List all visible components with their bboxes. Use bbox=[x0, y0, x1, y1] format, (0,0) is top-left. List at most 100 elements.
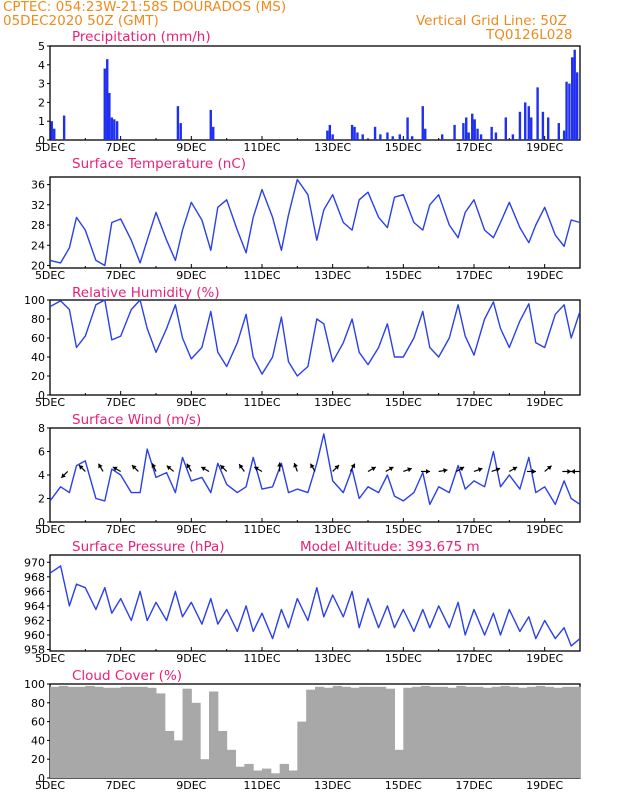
cloud-bar bbox=[58, 685, 69, 778]
cloud-bar bbox=[270, 773, 281, 778]
cloud-bar bbox=[315, 686, 325, 778]
precip-bar bbox=[356, 132, 359, 140]
precip-bar bbox=[473, 119, 476, 140]
wind-arrow-head bbox=[151, 463, 157, 468]
y-tick-label: 2 bbox=[38, 493, 45, 506]
y-tick-label: 40 bbox=[31, 351, 45, 364]
wind-arrow-head bbox=[78, 465, 84, 470]
wind-arrow-head bbox=[334, 465, 340, 470]
cloud-bar bbox=[147, 687, 157, 778]
cloud-bar bbox=[562, 686, 572, 778]
precip-bar bbox=[479, 134, 483, 140]
cloud-bar bbox=[76, 686, 86, 778]
cloud-bar bbox=[156, 693, 166, 778]
precip-bar bbox=[547, 117, 550, 140]
precip-bar bbox=[379, 134, 382, 140]
y-tick-label: 2 bbox=[38, 96, 45, 109]
y-tick-label: 20 bbox=[31, 370, 45, 383]
precip-bar bbox=[212, 126, 215, 140]
panel-title: Relative Humidity (%) bbox=[72, 285, 220, 301]
cloud-bar bbox=[571, 686, 581, 778]
y-tick-label: 1 bbox=[38, 115, 45, 128]
cloud-bar bbox=[368, 686, 378, 778]
y-tick-label: 3 bbox=[38, 78, 45, 91]
y-tick-label: 4 bbox=[38, 59, 45, 72]
wind-arrow-head bbox=[112, 466, 118, 472]
precip-bar bbox=[471, 113, 474, 140]
cloud-bar bbox=[85, 685, 95, 778]
header-date: 05DEC2020 50Z (GMT) bbox=[3, 13, 159, 29]
precip-bar bbox=[527, 106, 530, 140]
y-tick-label: 964 bbox=[24, 600, 45, 613]
cloud-bar bbox=[429, 686, 440, 778]
cloud-bar bbox=[535, 685, 546, 778]
cloud-bar bbox=[474, 686, 484, 778]
cloud-bar bbox=[182, 688, 192, 778]
cloud-bar bbox=[482, 687, 493, 778]
precip-bar bbox=[103, 68, 106, 140]
x-tick-label: 17DEC bbox=[455, 652, 492, 665]
precip-bar bbox=[441, 134, 444, 140]
wind-arrow-head bbox=[546, 465, 552, 471]
x-tick-label: 9DEC bbox=[176, 779, 206, 792]
x-tick-label: 19DEC bbox=[526, 523, 563, 536]
cloud-bar bbox=[403, 687, 413, 778]
precip-bar bbox=[490, 126, 493, 140]
precip-bar bbox=[421, 106, 424, 140]
precip-bar bbox=[494, 132, 498, 140]
precip-bar bbox=[424, 128, 427, 140]
precip-bar bbox=[328, 124, 332, 140]
panel-title: Surface Wind (m/s) bbox=[72, 412, 201, 428]
precip-bar bbox=[391, 136, 394, 140]
y-tick-label: 970 bbox=[24, 556, 45, 569]
x-tick-label: 15DEC bbox=[385, 652, 422, 665]
precip-bar bbox=[108, 93, 111, 140]
panel-5: 5DEC 7DEC 9DEC 11DEC 13DEC 15DEC 17DEC 19DEC 958… bbox=[24, 539, 581, 665]
cloud-bar bbox=[288, 770, 298, 778]
cloud-bar bbox=[164, 731, 175, 778]
precip-bar bbox=[476, 128, 479, 140]
precip-bar bbox=[536, 87, 539, 140]
y-tick-label: 60 bbox=[31, 716, 45, 729]
y-tick-label: 5 bbox=[38, 40, 45, 53]
series-line bbox=[49, 565, 581, 647]
x-tick-label: 9DEC bbox=[176, 652, 206, 665]
y-tick-label: 0 bbox=[38, 516, 45, 529]
cloud-bar bbox=[341, 686, 351, 778]
x-tick-label: 11DEC bbox=[243, 523, 280, 536]
x-tick-label: 7DEC bbox=[106, 779, 136, 792]
y-tick-label: 32 bbox=[31, 199, 45, 212]
cloud-bar bbox=[438, 686, 448, 778]
y-tick-label: 80 bbox=[31, 697, 45, 710]
y-tick-label: 20 bbox=[31, 259, 45, 272]
precip-bar bbox=[571, 57, 574, 140]
x-tick-label: 5DEC bbox=[35, 269, 65, 282]
x-tick-label: 15DEC bbox=[385, 269, 422, 282]
cloud-bar bbox=[129, 686, 139, 778]
x-tick-label: 13DEC bbox=[314, 523, 351, 536]
cloud-bar bbox=[244, 763, 254, 778]
panel-6: 5DEC 7DEC 9DEC 11DEC 13DEC 15DEC 17DEC 19DEC 0 20… bbox=[24, 668, 581, 792]
cloud-bar bbox=[553, 687, 563, 778]
cloud-bar bbox=[262, 768, 272, 778]
panel-1: 5DEC 7DEC 9DEC 11DEC 13DEC 15DEC 17DEC 19DEC 0 1 2… bbox=[35, 29, 581, 154]
cloud-bar bbox=[50, 686, 60, 778]
precip-bar bbox=[511, 134, 515, 140]
header-model-code: TQ0126L028 bbox=[486, 27, 573, 43]
x-tick-label: 9DEC bbox=[176, 269, 206, 282]
cloud-bar bbox=[394, 749, 404, 778]
precip-bar bbox=[209, 109, 212, 140]
x-tick-label: 15DEC bbox=[385, 779, 422, 792]
cloud-bar bbox=[359, 686, 369, 778]
wind-arrow-head bbox=[220, 465, 225, 470]
x-tick-label: 13DEC bbox=[314, 652, 351, 665]
precip-bar bbox=[361, 134, 364, 140]
x-tick-label: 13DEC bbox=[314, 269, 351, 282]
precip-bar bbox=[353, 126, 356, 140]
x-tick-label: 19DEC bbox=[526, 141, 563, 154]
panel-4: 5DEC 7DEC 9DEC 11DEC 13DEC 15DEC 17DEC 19DEC 0 2 4… bbox=[35, 412, 581, 536]
y-tick-label: 0 bbox=[38, 389, 45, 402]
y-tick-label: 36 bbox=[31, 179, 45, 192]
wind-arrow-head bbox=[512, 466, 518, 472]
precip-bar bbox=[113, 119, 116, 140]
